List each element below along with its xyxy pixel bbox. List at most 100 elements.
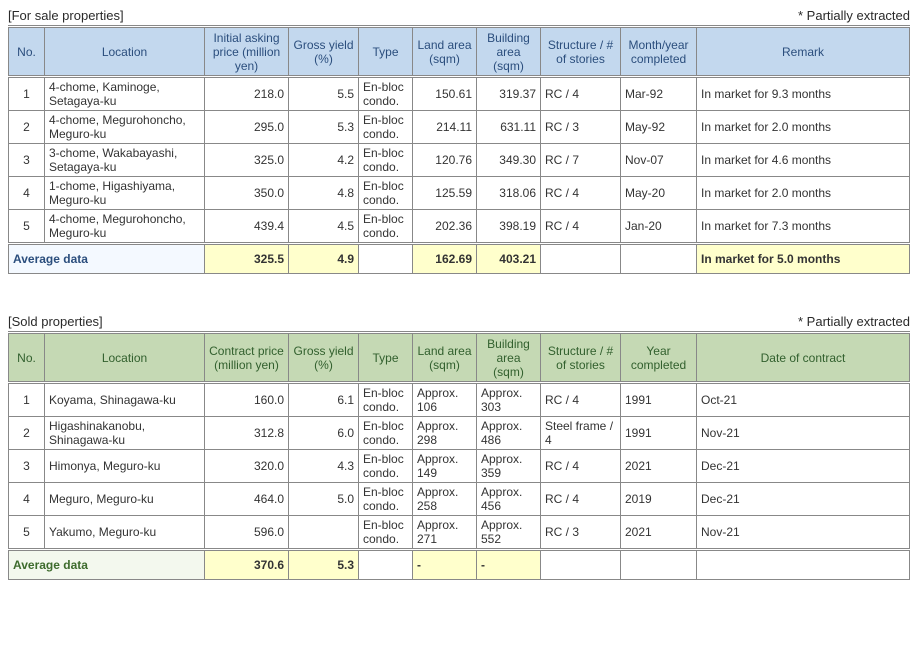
cell-loc: 4-chome, Kaminoge, Setagaya-ku xyxy=(45,77,205,111)
cell-remark: In market for 9.3 months xyxy=(697,77,910,111)
col-no: No. xyxy=(9,333,45,383)
sold-header: [Sold properties] * Partially extracted xyxy=(8,314,910,329)
col-no: No. xyxy=(9,27,45,77)
for-sale-header-row: No. Location Initial asking price (milli… xyxy=(9,27,910,77)
avg-land: - xyxy=(413,550,477,580)
table-row: 41-chome, Higashiyama, Meguro-ku350.04.8… xyxy=(9,177,910,210)
avg-label: Average data xyxy=(9,244,205,274)
cell-type: En-bloc condo. xyxy=(359,77,413,111)
cell-comp: May-92 xyxy=(621,111,697,144)
col-yield: Gross yield (%) xyxy=(289,333,359,383)
col-bldg: Building area (sqm) xyxy=(477,27,541,77)
avg-label: Average data xyxy=(9,550,205,580)
col-struct: Structure / # of stories xyxy=(541,27,621,77)
table-row: 14-chome, Kaminoge, Setagaya-ku218.05.5E… xyxy=(9,77,910,111)
sold-avg-row: Average data 370.6 5.3 - - xyxy=(9,550,910,580)
cell-land: Approx. 258 xyxy=(413,483,477,516)
cell-no: 2 xyxy=(9,111,45,144)
cell-no: 1 xyxy=(9,77,45,111)
cell-no: 3 xyxy=(9,144,45,177)
cell-loc: 3-chome, Wakabayashi, Setagaya-ku xyxy=(45,144,205,177)
cell-loc: 4-chome, Megurohoncho, Meguro-ku xyxy=(45,210,205,244)
cell-type: En-bloc condo. xyxy=(359,450,413,483)
sold-header-row: No. Location Contract price (million yen… xyxy=(9,333,910,383)
cell-price: 295.0 xyxy=(205,111,289,144)
cell-price: 464.0 xyxy=(205,483,289,516)
avg-comp xyxy=(621,550,697,580)
cell-yield: 5.5 xyxy=(289,77,359,111)
cell-price: 596.0 xyxy=(205,516,289,550)
col-location: Location xyxy=(45,27,205,77)
cell-price: 439.4 xyxy=(205,210,289,244)
cell-struct: RC / 3 xyxy=(541,111,621,144)
avg-price: 370.6 xyxy=(205,550,289,580)
col-land: Land area (sqm) xyxy=(413,27,477,77)
cell-remark: In market for 7.3 months xyxy=(697,210,910,244)
cell-struct: RC / 4 xyxy=(541,450,621,483)
table-row: 3Himonya, Meguro-ku320.04.3En-bloc condo… xyxy=(9,450,910,483)
cell-type: En-bloc condo. xyxy=(359,383,413,417)
cell-remark: In market for 4.6 months xyxy=(697,144,910,177)
cell-land: 150.61 xyxy=(413,77,477,111)
avg-bldg: - xyxy=(477,550,541,580)
col-type: Type xyxy=(359,333,413,383)
cell-land: 125.59 xyxy=(413,177,477,210)
cell-struct: RC / 4 xyxy=(541,383,621,417)
cell-comp: 2021 xyxy=(621,516,697,550)
cell-type: En-bloc condo. xyxy=(359,144,413,177)
sold-note: * Partially extracted xyxy=(798,314,910,329)
cell-bldg: Approx. 303 xyxy=(477,383,541,417)
cell-comp: 2019 xyxy=(621,483,697,516)
col-price: Initial asking price (million yen) xyxy=(205,27,289,77)
cell-bldg: Approx. 359 xyxy=(477,450,541,483)
avg-yield: 4.9 xyxy=(289,244,359,274)
avg-struct xyxy=(541,244,621,274)
cell-no: 2 xyxy=(9,417,45,450)
cell-loc: Koyama, Shinagawa-ku xyxy=(45,383,205,417)
cell-price: 312.8 xyxy=(205,417,289,450)
cell-remark: Nov-21 xyxy=(697,516,910,550)
cell-comp: 1991 xyxy=(621,417,697,450)
cell-comp: 1991 xyxy=(621,383,697,417)
cell-price: 160.0 xyxy=(205,383,289,417)
sold-table: No. Location Contract price (million yen… xyxy=(8,331,910,580)
cell-comp: May-20 xyxy=(621,177,697,210)
cell-comp: 2021 xyxy=(621,450,697,483)
cell-bldg: 631.11 xyxy=(477,111,541,144)
cell-type: En-bloc condo. xyxy=(359,483,413,516)
cell-struct: RC / 7 xyxy=(541,144,621,177)
table-row: 54-chome, Megurohoncho, Meguro-ku439.44.… xyxy=(9,210,910,244)
avg-remark: In market for 5.0 months xyxy=(697,244,910,274)
for-sale-avg-row: Average data 325.5 4.9 162.69 403.21 In … xyxy=(9,244,910,274)
col-comp: Month/year completed xyxy=(621,27,697,77)
cell-yield: 6.0 xyxy=(289,417,359,450)
cell-price: 320.0 xyxy=(205,450,289,483)
col-type: Type xyxy=(359,27,413,77)
col-land: Land area (sqm) xyxy=(413,333,477,383)
cell-type: En-bloc condo. xyxy=(359,210,413,244)
cell-yield: 4.3 xyxy=(289,450,359,483)
cell-remark: In market for 2.0 months xyxy=(697,111,910,144)
cell-comp: Nov-07 xyxy=(621,144,697,177)
cell-price: 218.0 xyxy=(205,77,289,111)
cell-loc: 1-chome, Higashiyama, Meguro-ku xyxy=(45,177,205,210)
cell-loc: Himonya, Meguro-ku xyxy=(45,450,205,483)
cell-struct: RC / 3 xyxy=(541,516,621,550)
cell-yield: 4.8 xyxy=(289,177,359,210)
cell-struct: RC / 4 xyxy=(541,177,621,210)
cell-no: 4 xyxy=(9,177,45,210)
cell-type: En-bloc condo. xyxy=(359,417,413,450)
cell-land: Approx. 271 xyxy=(413,516,477,550)
cell-no: 1 xyxy=(9,383,45,417)
cell-yield: 4.5 xyxy=(289,210,359,244)
cell-type: En-bloc condo. xyxy=(359,111,413,144)
avg-bldg: 403.21 xyxy=(477,244,541,274)
cell-bldg: Approx. 486 xyxy=(477,417,541,450)
cell-no: 5 xyxy=(9,516,45,550)
table-row: 1Koyama, Shinagawa-ku160.06.1En-bloc con… xyxy=(9,383,910,417)
cell-comp: Mar-92 xyxy=(621,77,697,111)
cell-no: 4 xyxy=(9,483,45,516)
table-row: 24-chome, Megurohoncho, Meguro-ku295.05.… xyxy=(9,111,910,144)
cell-remark: Dec-21 xyxy=(697,450,910,483)
for-sale-table: No. Location Initial asking price (milli… xyxy=(8,25,910,274)
